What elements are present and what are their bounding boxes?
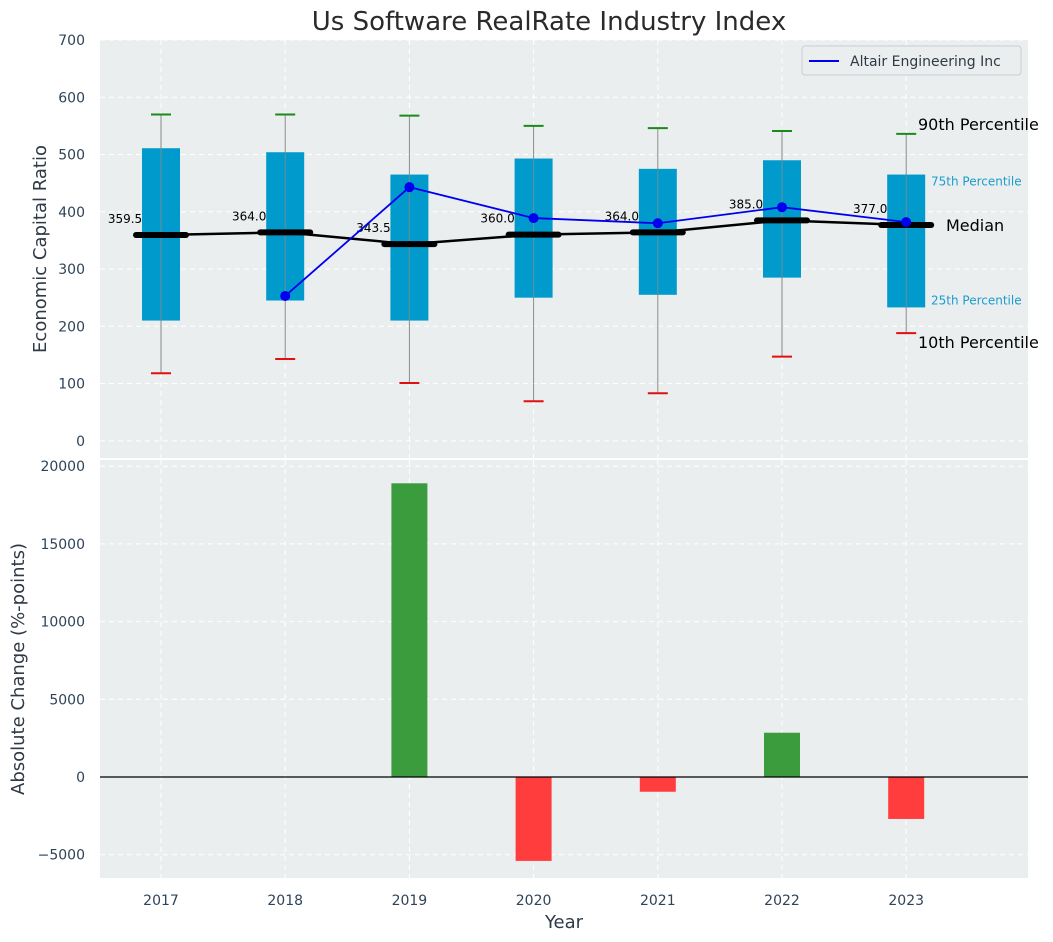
top-y-axis-label: Economic Capital Ratio	[30, 145, 51, 353]
annotation-25th-percentile: 25th Percentile	[931, 293, 1022, 307]
median-value-label: 364.0	[605, 209, 639, 223]
top-y-tick-label: 700	[58, 33, 85, 49]
legend: Altair Engineering Inc	[801, 45, 1022, 76]
x-tick-label: 2019	[392, 893, 428, 909]
x-axis-label: Year	[544, 912, 584, 933]
top-y-tick-label: 400	[58, 205, 85, 221]
x-tick-label: 2018	[267, 893, 303, 909]
bottom-y-axis-label: Absolute Change (%-points)	[8, 543, 29, 795]
top-y-tick-label: 500	[58, 148, 85, 164]
x-tick-label: 2023	[888, 893, 924, 909]
bottom-y-tick-label: 5000	[49, 692, 85, 708]
company-point	[901, 217, 912, 228]
top-y-tick-label: 600	[58, 90, 85, 106]
annotation-90th-percentile: 90th Percentile	[918, 115, 1039, 134]
annotation-10th-percentile: 10th Percentile	[918, 333, 1039, 352]
change-bar	[391, 483, 428, 777]
top-y-tick-label: 300	[58, 262, 85, 278]
change-bar	[888, 776, 925, 819]
x-tick-label: 2022	[764, 893, 800, 909]
bottom-y-ticks: −5000 0 5000 10000 15000 20000	[38, 459, 85, 863]
median-value-label: 385.0	[729, 197, 763, 211]
company-point	[652, 218, 663, 229]
median-value-label: 360.0	[480, 212, 514, 226]
annotation-median: Median	[946, 216, 1004, 235]
median-value-label: 377.0	[853, 202, 887, 216]
median-value-label: 364.0	[232, 209, 266, 223]
x-tick-label: 2017	[143, 893, 179, 909]
bottom-y-tick-label: 10000	[40, 615, 85, 631]
x-ticks: 2017 2018 2019 2020 2021 2022 2023	[143, 893, 924, 909]
top-panel-background	[100, 40, 1028, 458]
company-point	[280, 290, 291, 301]
change-bar	[515, 776, 552, 861]
x-tick-label: 2021	[640, 893, 676, 909]
change-bar	[639, 776, 676, 792]
company-line	[284, 186, 907, 297]
bottom-y-tick-label: 20000	[40, 459, 85, 475]
top-y-ticks: 0 100 200 300 400 500 600 700	[58, 33, 85, 450]
chart-title: Us Software RealRate Industry Index	[312, 7, 786, 37]
percentile-annotations: 90th Percentile 75th Percentile Median 2…	[918, 115, 1039, 352]
change-bar	[764, 732, 800, 777]
box-plot-marks: 359.5 364.0 343.5 360.0 364.0 385.0 377.0	[108, 113, 935, 403]
median-value-label: 343.5	[356, 221, 390, 235]
x-tick-label: 2020	[516, 893, 552, 909]
legend-box	[801, 45, 1022, 76]
company-point	[777, 202, 787, 213]
top-y-tick-label: 100	[58, 377, 85, 393]
bottom-y-tick-label: 15000	[40, 537, 85, 553]
bottom-panel-background	[100, 460, 1028, 878]
top-y-tick-label: 200	[58, 319, 85, 335]
bottom-y-tick-label: 0	[76, 770, 85, 786]
company-point	[528, 213, 539, 224]
annotation-75th-percentile: 75th Percentile	[931, 175, 1022, 189]
company-point	[404, 182, 415, 193]
change-bar-marks	[100, 483, 1028, 861]
bottom-y-tick-label: −5000	[38, 848, 85, 864]
legend-label-company: Altair Engineering Inc	[850, 54, 1001, 70]
top-y-tick-label: 0	[76, 434, 85, 450]
median-value-label: 359.5	[108, 212, 142, 226]
